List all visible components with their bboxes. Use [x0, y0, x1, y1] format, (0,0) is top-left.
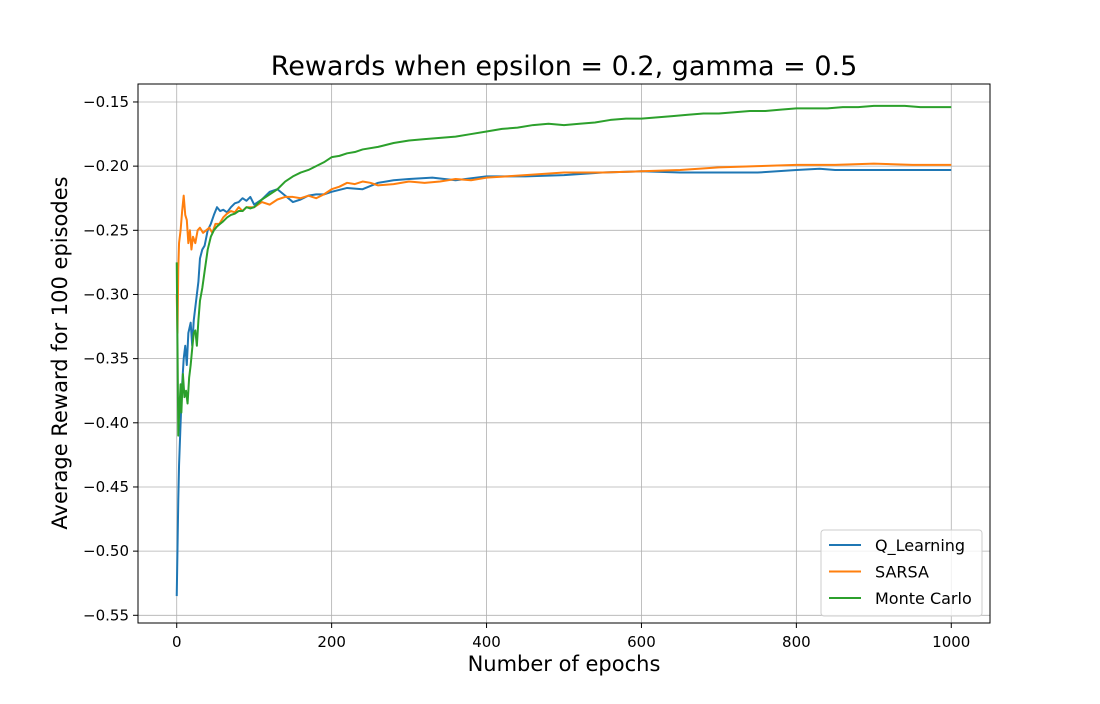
y-tick-label: −0.20	[83, 157, 129, 175]
y-tick-label: −0.30	[83, 285, 129, 303]
series-layer	[175, 104, 952, 597]
legend-label-q-learning: Q_Learning	[875, 536, 965, 556]
x-tick-label: 400	[472, 633, 501, 651]
x-tick-label: 200	[317, 633, 346, 651]
y-axis-title: Average Reward for 100 episodes	[48, 176, 72, 529]
x-axis-title: Number of epochs	[468, 652, 661, 676]
legend-label-sarsa: SARSA	[875, 563, 929, 582]
y-tick-label: −0.25	[83, 221, 129, 239]
y-tick-label: −0.40	[83, 414, 129, 432]
y-tick-label: −0.55	[83, 606, 129, 624]
x-tick-label: 0	[172, 633, 182, 651]
x-tick-label: 600	[627, 633, 656, 651]
x-tick-label: 1000	[932, 633, 970, 651]
grid-lines	[138, 84, 990, 623]
chart-title: Rewards when epsilon = 0.2, gamma = 0.5	[271, 51, 858, 82]
axis-ticks: 0 200 400 600 800 1000 −0.55 −0.50 −0.45 −0.40 −0.…	[83, 93, 970, 651]
legend-label-monte-carlo: Monte Carlo	[875, 589, 972, 608]
y-tick-label: −0.15	[83, 93, 129, 111]
series-line-monte-carlo	[175, 104, 952, 437]
legend: Q_Learning SARSA Monte Carlo	[820, 529, 983, 617]
y-tick-label: −0.35	[83, 350, 129, 368]
x-tick-label: 800	[782, 633, 811, 651]
y-tick-label: −0.50	[83, 542, 129, 560]
y-tick-label: −0.45	[83, 478, 129, 496]
series-line-sarsa	[175, 162, 952, 334]
legend-box	[820, 529, 983, 617]
plot-frame	[137, 83, 991, 624]
